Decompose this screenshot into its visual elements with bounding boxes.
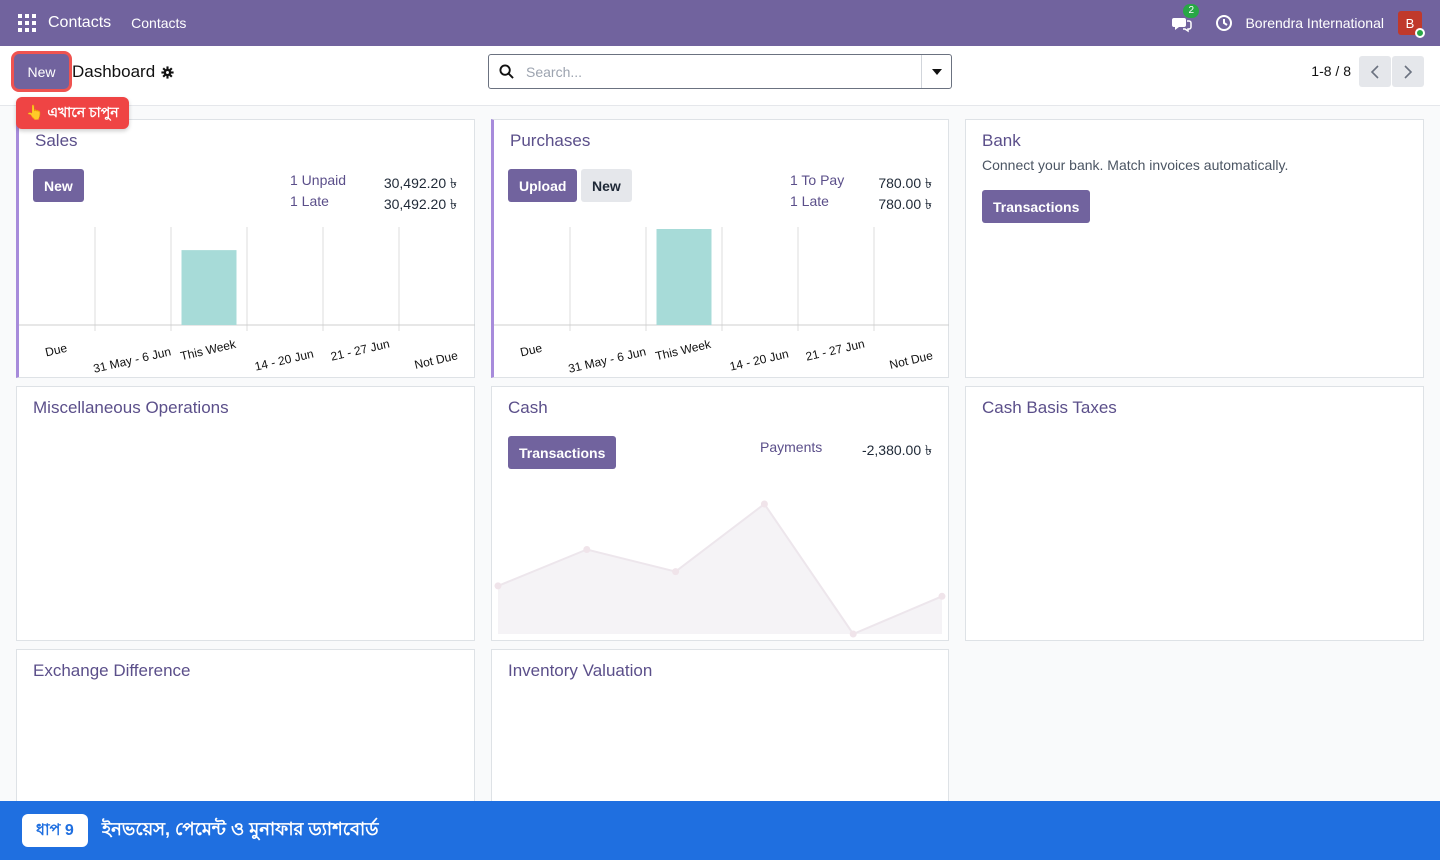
tick-label: Not Due <box>413 348 459 372</box>
search-bar <box>488 54 952 89</box>
cash-basis-taxes-card: Cash Basis Taxes <box>965 386 1424 641</box>
purchases-late-link[interactable]: 1 Late <box>790 193 829 209</box>
area-fill <box>498 504 942 634</box>
chevron-right-icon <box>1404 64 1413 79</box>
user-avatar[interactable]: B <box>1398 11 1425 38</box>
bank-transactions-button[interactable]: Transactions <box>982 190 1091 223</box>
sales-late-amount: 30,492.20 ৳ <box>383 196 457 212</box>
misc-operations-card: Miscellaneous Operations <box>16 386 475 641</box>
card-title-bank[interactable]: Bank <box>982 131 1021 150</box>
data-point-5 <box>938 592 946 600</box>
chat-icon[interactable]: 2 <box>1171 4 1200 34</box>
page-title-text: Dashboard <box>72 62 156 81</box>
bank-journal-card: Bank Connect your bank. Match invoices a… <box>965 119 1424 378</box>
clock-icon[interactable] <box>1215 14 1233 32</box>
caret-down-icon <box>931 68 942 75</box>
search-options-toggle[interactable] <box>921 55 951 88</box>
tick-label: 21 - 27 Jun <box>804 337 866 364</box>
bar-2 <box>656 229 712 325</box>
data-point-1 <box>583 546 591 553</box>
tick-label: This Week <box>654 337 713 364</box>
gear-icon[interactable] <box>161 65 174 79</box>
search-input[interactable] <box>526 63 906 80</box>
inventory-valuation-card: Inventory Valuation <box>491 649 949 809</box>
purchases-to-pay-amount: 780.00 ৳ <box>878 175 932 191</box>
banner-text: ইনভয়েস, পেমেন্ট ও মুনাফার ড্যাশবোর্ড <box>101 819 379 839</box>
card-title-exchange[interactable]: Exchange Difference <box>33 661 191 680</box>
search-icon <box>499 64 514 79</box>
card-title-cash-basis[interactable]: Cash Basis Taxes <box>982 398 1117 417</box>
pager-previous-button[interactable] <box>1359 56 1391 87</box>
online-status-dot <box>1415 28 1425 38</box>
card-title-purchases[interactable]: Purchases <box>510 131 591 150</box>
pager-next-button[interactable] <box>1392 56 1424 87</box>
chat-count-badge: 2 <box>1183 4 1200 18</box>
sales-late-link[interactable]: 1 Late <box>290 193 329 209</box>
data-point-2 <box>672 568 680 576</box>
purchases-upload-button[interactable]: Upload <box>508 169 578 202</box>
new-button[interactable]: New <box>14 54 69 89</box>
tick-label: 31 May - 6 Jun <box>567 344 647 375</box>
tick-label: This Week <box>179 337 238 364</box>
cash-journal-card: Cash Transactions Payments -2,380.00 ৳ <box>491 386 949 641</box>
tick-label: Due <box>44 341 69 360</box>
purchases-new-button[interactable]: New <box>581 169 632 202</box>
data-point-3 <box>760 500 768 508</box>
sales-new-button[interactable]: New <box>33 169 84 202</box>
tutorial-banner: ধাপ 9 ইনভয়েস, পেমেন্ট ও মুনাফার ড্যাশবো… <box>0 801 1440 860</box>
company-switcher[interactable]: Borendra International <box>1245 15 1384 31</box>
step-badge: ধাপ 9 <box>22 814 88 847</box>
tick-label: Due <box>519 341 544 360</box>
purchases-journal-card: Purchases Upload New 1 To Pay 780.00 ৳ 1… <box>491 119 949 378</box>
tutorial-tip: 👆 এখানে চাপুন <box>16 97 129 129</box>
chevron-left-icon <box>1370 64 1379 79</box>
cash-payments-link[interactable]: Payments <box>760 439 823 455</box>
cash-transactions-button[interactable]: Transactions <box>508 436 617 469</box>
purchases-to-pay-link[interactable]: 1 To Pay <box>790 172 845 188</box>
tick-label: Not Due <box>888 348 934 372</box>
tick-label: 31 May - 6 Jun <box>92 344 172 375</box>
page-title: Dashboard <box>72 62 174 82</box>
sales-unpaid-amount: 30,492.20 ৳ <box>383 175 457 191</box>
card-title-inventory[interactable]: Inventory Valuation <box>508 661 653 680</box>
pager-value[interactable]: 1-8 / 8 <box>1311 63 1351 79</box>
tick-label: 21 - 27 Jun <box>329 337 391 364</box>
avatar-letter: B <box>1405 15 1415 31</box>
card-title-misc[interactable]: Miscellaneous Operations <box>33 398 229 417</box>
tick-label: 14 - 20 Jun <box>728 347 790 374</box>
cash-trend-chart[interactable] <box>492 387 948 640</box>
apps-menu-icon[interactable] <box>18 14 36 32</box>
exchange-difference-card: Exchange Difference <box>16 649 475 809</box>
cash-payments-amount: -2,380.00 ৳ <box>861 442 932 458</box>
data-point-4 <box>849 630 857 638</box>
sales-unpaid-link[interactable]: 1 Unpaid <box>290 172 347 188</box>
purchases-late-amount: 780.00 ৳ <box>878 196 932 212</box>
purchases-aging-chart[interactable]: Due 31 May - 6 Jun This Week 14 - 20 Jun 21 … <box>494 120 949 377</box>
card-title-sales[interactable]: Sales <box>35 131 78 150</box>
sales-aging-chart[interactable]: Due 31 May - 6 Jun This Week 14 - 20 Jun 21 … <box>19 120 475 377</box>
bar-2 <box>181 250 237 325</box>
data-point-0 <box>494 582 502 590</box>
trend-line <box>497 502 943 636</box>
card-title-cash[interactable]: Cash <box>508 398 548 417</box>
control-panel: New Dashboard 1-8 / 8 <box>0 46 1440 106</box>
app-brand[interactable]: Contacts <box>48 14 112 31</box>
menu-contacts[interactable]: Contacts <box>131 15 187 31</box>
bank-subtitle: Connect your bank. Match invoices automa… <box>982 157 1289 173</box>
top-navbar: Contacts Contacts 2 Borendra Internation… <box>0 0 1440 46</box>
sales-journal-card: Sales New 1 Unpaid 30,492.20 ৳ 1 Late 30… <box>16 119 475 378</box>
tick-label: 14 - 20 Jun <box>253 347 315 374</box>
